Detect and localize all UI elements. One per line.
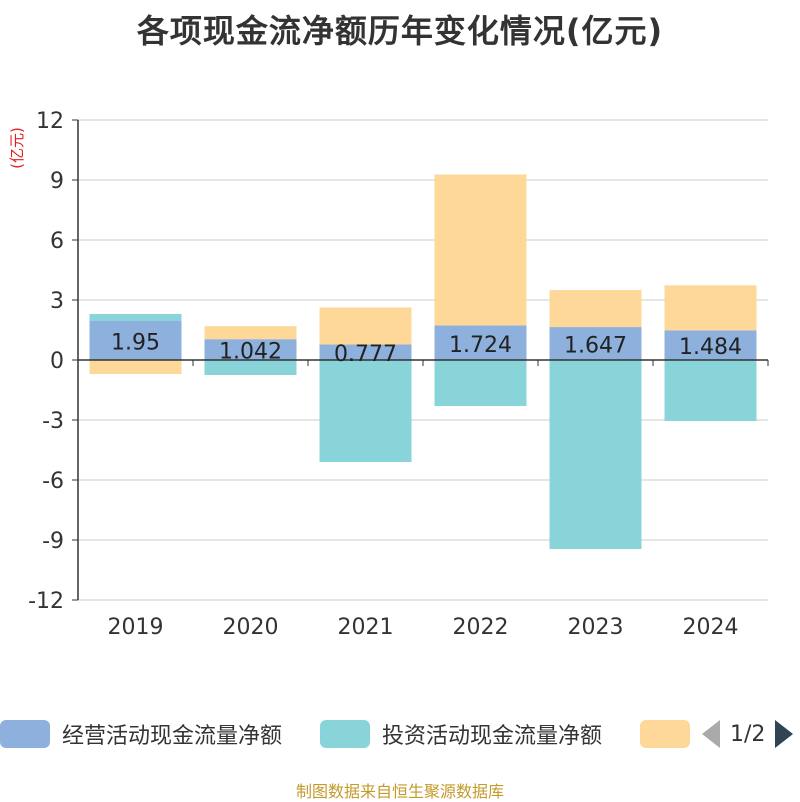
- legend-page-indicator: 1/2: [730, 721, 766, 747]
- y-tick-label: -3: [42, 409, 64, 434]
- y-tick-label: 0: [50, 349, 64, 374]
- grid-lines: [78, 119, 768, 601]
- y-tick-label: 9: [50, 169, 64, 194]
- y-tick-label: 3: [50, 289, 64, 314]
- legend-pager: 1/2: [702, 716, 794, 752]
- bar-2022-series-1: [434, 360, 527, 406]
- bar-2019-series-0: [89, 321, 182, 360]
- data-label-2019: 1.95: [111, 331, 160, 356]
- legend-item-operating[interactable]: 经营活动现金流量净额: [0, 716, 282, 752]
- x-tick-label: 2023: [568, 615, 624, 640]
- bar-2022-series-2: [434, 174, 527, 326]
- bar-2023-series-1: [549, 360, 642, 549]
- bar-2023-series-2: [549, 290, 642, 328]
- bar-2019-series-2: [89, 360, 182, 374]
- y-tick-label: 6: [50, 229, 64, 254]
- data-label-2024: 1.484: [679, 335, 742, 360]
- legend-label-investing: 投资活动现金流量净额: [382, 724, 603, 749]
- bar-2020-series-2: [204, 326, 297, 340]
- x-tick-label: 2024: [683, 615, 739, 640]
- bar-2021-series-2: [319, 307, 412, 345]
- bar-2022-series-0: [434, 325, 527, 360]
- x-tick-label: 2019: [108, 615, 164, 640]
- legend-label-operating: 经营活动现金流量净额: [62, 724, 283, 749]
- y-tick-label: -6: [42, 469, 64, 494]
- legend-prev-icon[interactable]: [702, 720, 720, 748]
- y-tick-label: -12: [28, 589, 64, 614]
- bar-2021-series-1: [319, 360, 412, 462]
- bar-2023-series-0: [549, 327, 642, 360]
- legend-item-financing[interactable]: [640, 716, 702, 752]
- legend-swatch-investing: [320, 720, 370, 748]
- bar-2024-series-0: [664, 330, 757, 360]
- data-label-2022: 1.724: [449, 333, 512, 358]
- data-label-2020: 1.042: [219, 340, 282, 365]
- bar-2024-series-1: [664, 360, 757, 421]
- axes: 12 9 6 3 0 -3 -6 -9 -12 2019 2020 2021 2022 2023 2024: [28, 109, 769, 640]
- y-tick-label: -9: [42, 529, 64, 554]
- data-labels: 1.95 1.042 0.777 1.724 1.647 1.484: [111, 331, 742, 368]
- legend-item-investing[interactable]: 投资活动现金流量净额: [320, 716, 602, 752]
- x-tick-label: 2020: [223, 615, 279, 640]
- legend-next-icon[interactable]: [775, 720, 794, 748]
- legend-swatch-financing: [640, 720, 690, 748]
- bar-2024-series-2: [664, 285, 757, 331]
- data-source-note: 制图数据来自恒生聚源数据库: [295, 782, 504, 801]
- bar-2021-series-0: [319, 344, 412, 360]
- legend-swatch-operating: [0, 720, 50, 748]
- y-axis-label: (亿元): [8, 127, 26, 169]
- legend: 经营活动现金流量净额 投资活动现金流量净额 1/2: [0, 716, 800, 752]
- bars: [89, 174, 757, 549]
- data-label-2021: 0.777: [334, 342, 397, 367]
- x-tick-label: 2022: [453, 615, 509, 640]
- bar-2020-series-0: [204, 339, 297, 360]
- bar-2020-series-1: [204, 360, 297, 375]
- y-tick-label: 12: [36, 109, 64, 134]
- x-tick-label: 2021: [338, 615, 394, 640]
- bar-2019-series-1: [89, 314, 182, 321]
- data-label-2023: 1.647: [564, 334, 627, 359]
- chart-title: 各项现金流净额历年变化情况(亿元): [136, 12, 664, 50]
